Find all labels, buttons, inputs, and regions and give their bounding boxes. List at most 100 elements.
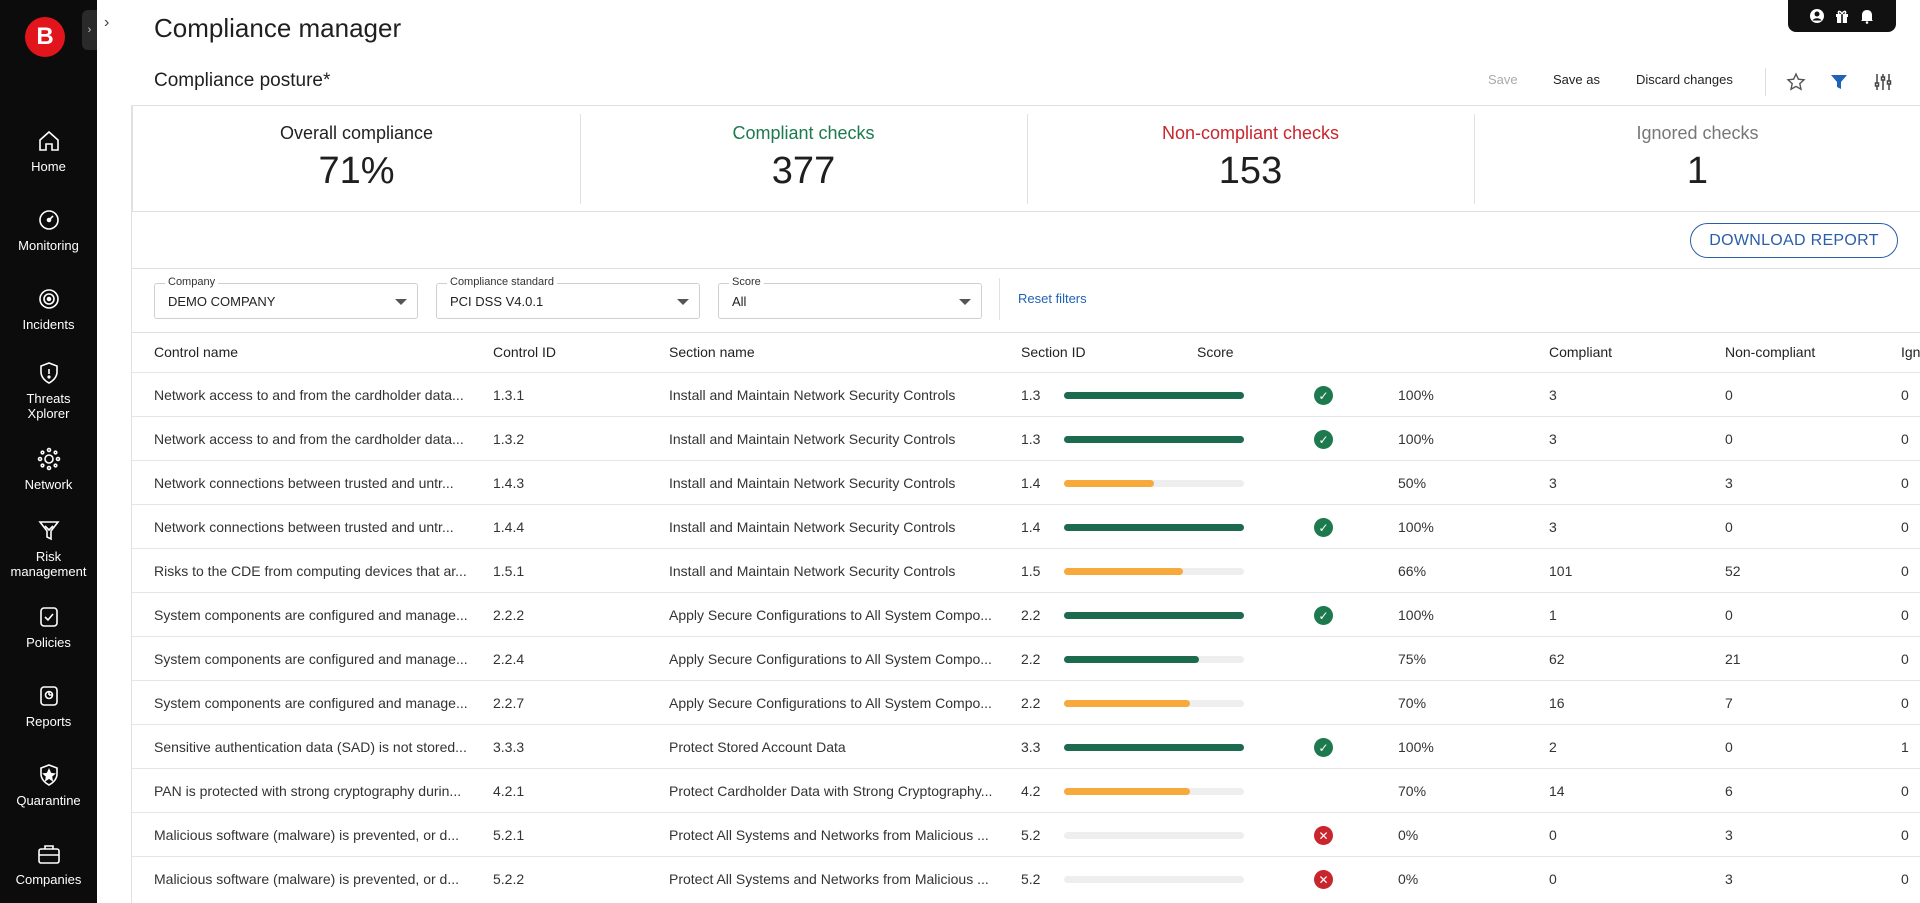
reset-filters-link[interactable]: Reset filters — [1018, 291, 1087, 306]
discard-changes-button[interactable]: Discard changes — [1636, 72, 1733, 87]
sidebar-item-monitoring[interactable]: Monitoring — [0, 207, 97, 253]
control-id-cell: 1.5.1 — [493, 563, 525, 579]
sidebar-item-quarantine[interactable]: Quarantine — [0, 762, 97, 808]
score-percent-cell: 100% — [1398, 387, 1434, 403]
ignored-count-cell: 0 — [1901, 827, 1909, 843]
gift-icon[interactable] — [1834, 8, 1850, 24]
table-row[interactable]: Network connections between trusted and … — [132, 504, 1920, 548]
non-compliant-count-cell: 52 — [1725, 563, 1741, 579]
section-id-cell: 4.2 — [1021, 783, 1041, 799]
compliant-count-cell: 1 — [1549, 607, 1557, 623]
sidebar-item-companies[interactable]: Companies — [0, 841, 97, 887]
control-name-cell: System components are configured and man… — [154, 607, 468, 623]
control-id-cell: 5.2.2 — [493, 871, 525, 887]
sidebar-item-policies[interactable]: Policies — [0, 604, 97, 650]
table-row[interactable]: Malicious software (malware) is prevente… — [132, 812, 1920, 856]
ignored-count-cell: 0 — [1901, 871, 1909, 887]
section-id-cell: 1.3 — [1021, 431, 1041, 447]
column-header-section-id[interactable]: Section ID — [1021, 344, 1086, 360]
score-bar-fill — [1064, 568, 1183, 575]
section-name-cell: Install and Maintain Network Security Co… — [669, 519, 956, 535]
table-row[interactable]: Network connections between trusted and … — [132, 460, 1920, 504]
section-id-cell: 5.2 — [1021, 871, 1041, 887]
non-compliant-count-cell: 0 — [1725, 519, 1733, 535]
sidebar-toggle-chevron-icon[interactable]: › — [82, 10, 97, 50]
sidebar-item-risk-management[interactable]: Risk management — [0, 518, 97, 579]
compliant-count-cell: 3 — [1549, 387, 1557, 403]
table-row[interactable]: Network access to and from the cardholde… — [132, 416, 1920, 460]
sidebar: B › Home Monitoring Incidents Threats Xp… — [0, 0, 97, 903]
sidebar-item-incidents[interactable]: Incidents — [0, 286, 97, 332]
sliders-icon[interactable] — [1873, 72, 1893, 92]
download-report-button[interactable]: DOWNLOAD REPORT — [1690, 223, 1898, 258]
control-name-cell: Network access to and from the cardholde… — [154, 387, 464, 403]
score-bar-fill — [1064, 700, 1190, 707]
section-id-cell: 1.4 — [1021, 475, 1041, 491]
table-row[interactable]: Network access to and from the cardholde… — [132, 372, 1920, 416]
score-bar-fill — [1064, 612, 1244, 619]
non-compliant-count-cell: 0 — [1725, 431, 1733, 447]
table-row[interactable]: Risks to the CDE from computing devices … — [132, 548, 1920, 592]
company-select[interactable]: Company DEMO COMPANY — [154, 276, 418, 319]
section-name-cell: Protect Cardholder Data with Strong Cryp… — [669, 783, 993, 799]
compliance-standard-select[interactable]: Compliance standard PCI DSS V4.0.1 — [436, 276, 700, 319]
table-row[interactable]: Sensitive authentication data (SAD) is n… — [132, 724, 1920, 768]
star-icon[interactable] — [1786, 72, 1806, 92]
table-row[interactable]: PAN is protected with strong cryptograph… — [132, 768, 1920, 812]
filter-label: Company — [165, 276, 219, 288]
score-percent-cell: 100% — [1398, 431, 1434, 447]
sidebar-item-label: Risk management — [10, 549, 87, 579]
control-name-cell: Malicious software (malware) is prevente… — [154, 827, 459, 843]
save-as-button[interactable]: Save as — [1553, 72, 1600, 87]
sidebar-item-reports[interactable]: Reports — [0, 683, 97, 729]
bell-icon[interactable] — [1859, 8, 1875, 24]
compliance-summary: Overall compliance 71% Compliant checks … — [132, 105, 1920, 212]
sidebar-item-threats-xplorer[interactable]: Threats Xplorer — [0, 360, 97, 421]
column-header-ignored[interactable]: Ign — [1901, 344, 1920, 360]
non-compliant-count-cell: 3 — [1725, 871, 1733, 887]
control-id-cell: 5.2.1 — [493, 827, 525, 843]
table-row[interactable]: System components are configured and man… — [132, 592, 1920, 636]
content-border — [131, 105, 132, 903]
filter-label: Compliance standard — [447, 276, 557, 288]
score-bar — [1064, 436, 1244, 443]
check-circle-icon: ✓ — [1314, 738, 1333, 757]
sidebar-item-label: Network — [24, 477, 73, 492]
sidebar-item-label: Monitoring — [18, 238, 79, 253]
score-percent-cell: 0% — [1398, 827, 1419, 843]
control-id-cell: 3.3.3 — [493, 739, 525, 755]
user-icon[interactable] — [1809, 8, 1825, 24]
expand-chevron-icon[interactable]: › — [104, 14, 110, 31]
column-header-control-name[interactable]: Control name — [154, 344, 239, 360]
control-name-cell: Sensitive authentication data (SAD) is n… — [154, 739, 467, 755]
filter-value: PCI DSS V4.0.1 — [450, 294, 544, 309]
shield-icon — [39, 362, 58, 384]
sidebar-item-home[interactable]: Home — [0, 128, 97, 174]
check-circle-icon: ✓ — [1314, 430, 1333, 449]
table-row[interactable]: Malicious software (malware) is prevente… — [132, 856, 1920, 900]
filter-label: Score — [729, 276, 764, 288]
table-row[interactable]: System components are configured and man… — [132, 636, 1920, 680]
compliant-count-cell: 3 — [1549, 475, 1557, 491]
brand-logo[interactable]: B — [25, 17, 65, 57]
column-header-section-name[interactable]: Section name — [669, 344, 755, 360]
column-header-score[interactable]: Score — [1197, 344, 1234, 360]
table-row[interactable]: System components are configured and man… — [132, 680, 1920, 724]
target-icon — [38, 289, 59, 309]
score-select[interactable]: Score All — [718, 276, 982, 319]
column-header-compliant[interactable]: Compliant — [1549, 344, 1613, 360]
summary-label: Ignored checks — [1636, 123, 1759, 143]
control-name-cell: Network connections between trusted and … — [154, 519, 454, 535]
filter-icon[interactable] — [1829, 72, 1849, 92]
score-bar — [1064, 612, 1244, 619]
column-header-non-compliant[interactable]: Non-compliant — [1725, 344, 1816, 360]
ignored-count-cell: 0 — [1901, 695, 1909, 711]
compliant-count-cell: 2 — [1549, 739, 1557, 755]
sidebar-item-network[interactable]: Network — [0, 446, 97, 492]
section-id-cell: 2.2 — [1021, 607, 1041, 623]
save-button[interactable]: Save — [1488, 72, 1518, 87]
section-name-cell: Protect Stored Account Data — [669, 739, 846, 755]
column-header-control-id[interactable]: Control ID — [493, 344, 557, 360]
control-id-cell: 1.4.3 — [493, 475, 525, 491]
control-name-cell: System components are configured and man… — [154, 695, 468, 711]
